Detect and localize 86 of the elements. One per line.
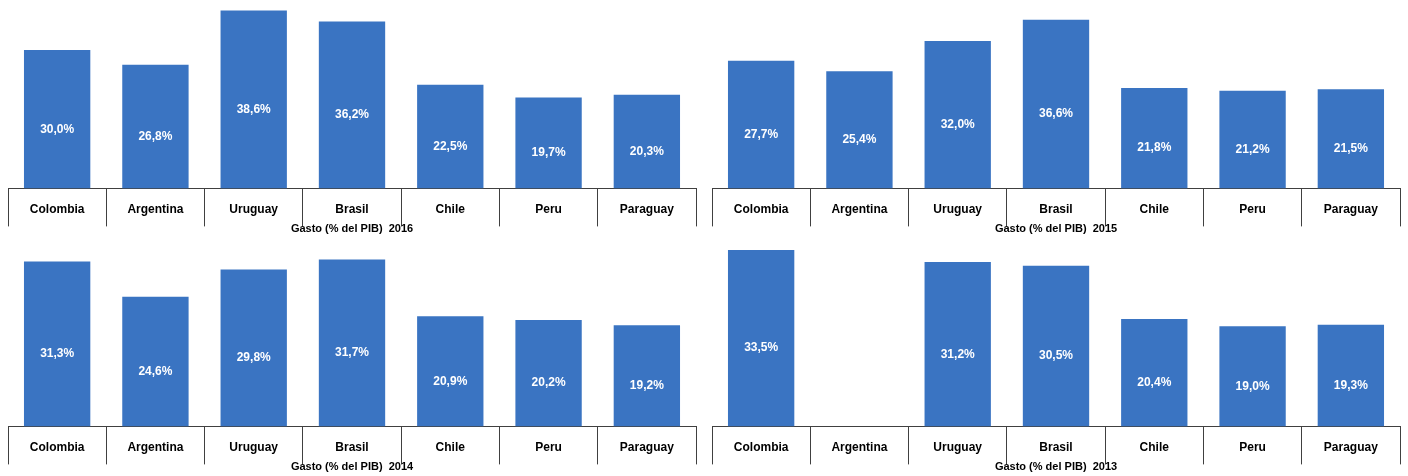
bar <box>1317 89 1385 189</box>
data-label: 20,2% <box>531 375 566 390</box>
x-tick-label: Peru <box>535 201 562 216</box>
bar <box>1219 90 1286 189</box>
bar <box>1022 19 1090 189</box>
data-label: 19,7% <box>531 145 566 160</box>
x-tick-label: Brasil <box>335 439 369 454</box>
bar <box>417 84 484 189</box>
data-label: 19,0% <box>1235 378 1270 393</box>
x-tick-label: Argentina <box>831 201 888 216</box>
x-tick-label: Colombia <box>733 201 789 216</box>
data-label: 32,0% <box>940 116 976 131</box>
x-tick-label: Uruguay <box>229 439 279 454</box>
bar <box>924 40 991 189</box>
data-label: 21,2% <box>1235 141 1270 156</box>
data-label: 24,6% <box>138 363 173 378</box>
x-tick-label: Uruguay <box>229 201 279 216</box>
bar <box>220 269 287 427</box>
data-label: 20,9% <box>433 373 468 388</box>
x-axis-title: Gasto (% del PIB) 2014 <box>290 460 415 473</box>
x-tick-label: Brasil <box>1039 201 1073 216</box>
bar <box>318 21 386 189</box>
data-label: 21,8% <box>1137 140 1172 155</box>
bar <box>826 71 893 189</box>
x-tick-label: Peru <box>535 439 562 454</box>
bar <box>1121 318 1188 427</box>
data-label: 27,7% <box>744 126 779 141</box>
x-tick-label: Uruguay <box>933 201 983 216</box>
data-label: 38,6% <box>236 101 272 116</box>
x-tick-label: Colombia <box>733 439 789 454</box>
x-tick-label: Paraguay <box>1323 439 1379 454</box>
data-label: 19,2% <box>629 378 665 393</box>
x-tick-label: Argentina <box>127 201 184 216</box>
bar <box>727 60 795 189</box>
x-tick-label: Colombia <box>29 201 85 216</box>
x-axis-title: Gasto (% del PIB) 2015 <box>994 222 1118 235</box>
bar <box>23 50 91 189</box>
bar <box>515 97 582 189</box>
bar <box>613 94 681 189</box>
data-label: 36,2% <box>334 107 370 122</box>
bar <box>122 296 189 427</box>
bar <box>515 319 582 427</box>
bar <box>318 259 386 427</box>
x-tick-label: Paraguay <box>619 201 675 216</box>
data-label: 30,0% <box>40 121 75 136</box>
data-label: 22,5% <box>433 138 468 153</box>
x-axis-title: Gasto (% del PIB) 2013 <box>994 460 1118 473</box>
x-tick-label: Paraguay <box>1323 201 1379 216</box>
data-label: 31,3% <box>40 346 75 361</box>
data-label: 33,5% <box>744 340 779 355</box>
x-tick-label: Chile <box>435 201 466 216</box>
bar <box>924 262 991 427</box>
data-label: 19,3% <box>1333 377 1369 392</box>
x-axis-title: Gasto (% del PIB) 2016 <box>290 222 414 235</box>
bar <box>727 249 795 427</box>
x-tick-label: Argentina <box>831 439 888 454</box>
x-tick-label: Brasil <box>335 201 369 216</box>
bar <box>23 261 91 427</box>
x-tick-label: Peru <box>1239 439 1266 454</box>
x-tick-label: Colombia <box>29 439 85 454</box>
data-label: 25,4% <box>842 132 877 147</box>
bar <box>1121 87 1188 189</box>
data-label: 20,3% <box>629 143 665 158</box>
data-label: 26,8% <box>138 128 173 143</box>
data-label: 20,4% <box>1137 374 1172 389</box>
data-label: 30,5% <box>1038 348 1074 363</box>
bar <box>1219 326 1286 427</box>
bar <box>1317 324 1385 427</box>
data-label: 36,6% <box>1038 106 1074 121</box>
x-tick-label: Chile <box>435 439 466 454</box>
bar <box>613 325 681 427</box>
x-tick-label: Argentina <box>127 439 184 454</box>
x-tick-label: Uruguay <box>933 439 983 454</box>
bar <box>220 10 287 189</box>
bar <box>417 316 484 427</box>
x-tick-label: Chile <box>1139 439 1170 454</box>
bar <box>122 64 189 189</box>
data-label: 29,8% <box>236 350 272 365</box>
x-tick-label: Peru <box>1239 201 1266 216</box>
x-tick-label: Chile <box>1139 201 1170 216</box>
data-label: 31,7% <box>334 345 370 360</box>
x-tick-label: Brasil <box>1039 439 1073 454</box>
data-label: 21,5% <box>1333 141 1369 156</box>
data-label: 31,2% <box>940 346 976 361</box>
x-tick-label: Paraguay <box>619 439 675 454</box>
bar <box>1022 265 1090 427</box>
